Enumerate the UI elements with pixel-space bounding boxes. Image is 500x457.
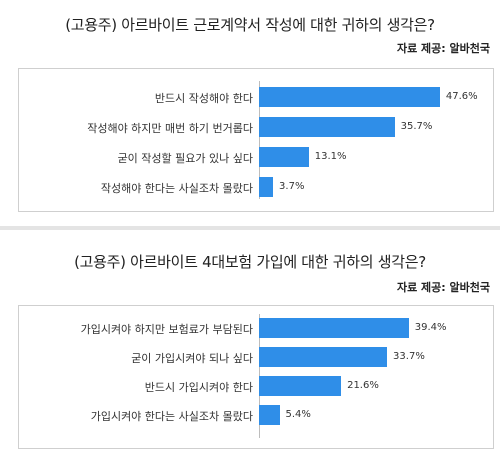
bar-row: 가입시켜야 한다는 사실조차 몰랐다 5.4% [19,405,493,427]
category-label: 작성해야 하지만 매번 하기 번거롭다 [87,122,253,135]
value-label: 3.7% [279,181,305,192]
bar-row: 굳이 작성할 필요가 있나 싶다 13.1% [19,147,493,169]
chart-panel-contract: (고용주) 아르바이트 근로계약서 작성에 대한 귀하의 생각은? 자료 제공:… [0,0,500,220]
value-label: 33.7% [393,351,425,362]
category-label: 반드시 가입시켜야 한다 [144,381,253,394]
bar [259,347,388,367]
bar-row: 반드시 작성해야 한다 47.6% [19,87,493,109]
bar-row: 반드시 가입시켜야 한다 21.6% [19,376,493,398]
bar [259,87,440,107]
bar [259,117,395,137]
chart-title: (고용주) 아르바이트 근로계약서 작성에 대한 귀하의 생각은? [65,16,435,34]
category-label: 굳이 가입시켜야 되나 싶다 [131,352,253,365]
value-label: 39.4% [414,322,447,333]
chart-source: 자료 제공: 알바천국 [396,42,490,55]
value-label: 35.7% [400,121,433,132]
value-label: 5.4% [285,409,311,420]
bar [259,318,409,338]
category-axis-line [259,81,260,199]
plot-area: 가입시켜야 하지만 보험료가 부담된다 39.4% 굳이 가입시켜야 되나 싶다 33… [18,305,494,449]
bar [259,376,342,396]
category-label: 굳이 작성할 필요가 있나 싶다 [117,152,253,165]
chart-source: 자료 제공: 알바천국 [396,281,490,294]
category-label: 가입시켜야 하지만 보험료가 부담된다 [80,323,253,336]
chart-title: (고용주) 아르바이트 4대보험 가입에 대한 귀하의 생각은? [74,253,426,271]
bar-row: 작성해야 한다는 사실조차 몰랐다 3.7% [19,177,493,199]
value-label: 21.6% [347,380,379,391]
plot-area: 반드시 작성해야 한다 47.6% 작성해야 하지만 매번 하기 번거롭다 35.7%… [18,68,494,212]
bar [259,177,274,197]
bar-row: 작성해야 하지만 매번 하기 번거롭다 35.7% [19,117,493,139]
value-label: 47.6% [445,91,478,102]
bar-row: 가입시켜야 하지만 보험료가 부담된다 39.4% [19,318,493,340]
category-label: 반드시 작성해야 한다 [154,92,253,105]
bar-row: 굳이 가입시켜야 되나 싶다 33.7% [19,347,493,369]
bar [259,147,309,167]
bar [259,405,280,425]
chart-panel-insurance: (고용주) 아르바이트 4대보험 가입에 대한 귀하의 생각은? 자료 제공: … [0,237,500,457]
category-label: 작성해야 한다는 사실조차 몰랐다 [100,182,253,195]
value-label: 13.1% [314,151,347,162]
section-divider [0,226,500,230]
category-label: 가입시켜야 한다는 사실조차 몰랐다 [90,410,253,423]
